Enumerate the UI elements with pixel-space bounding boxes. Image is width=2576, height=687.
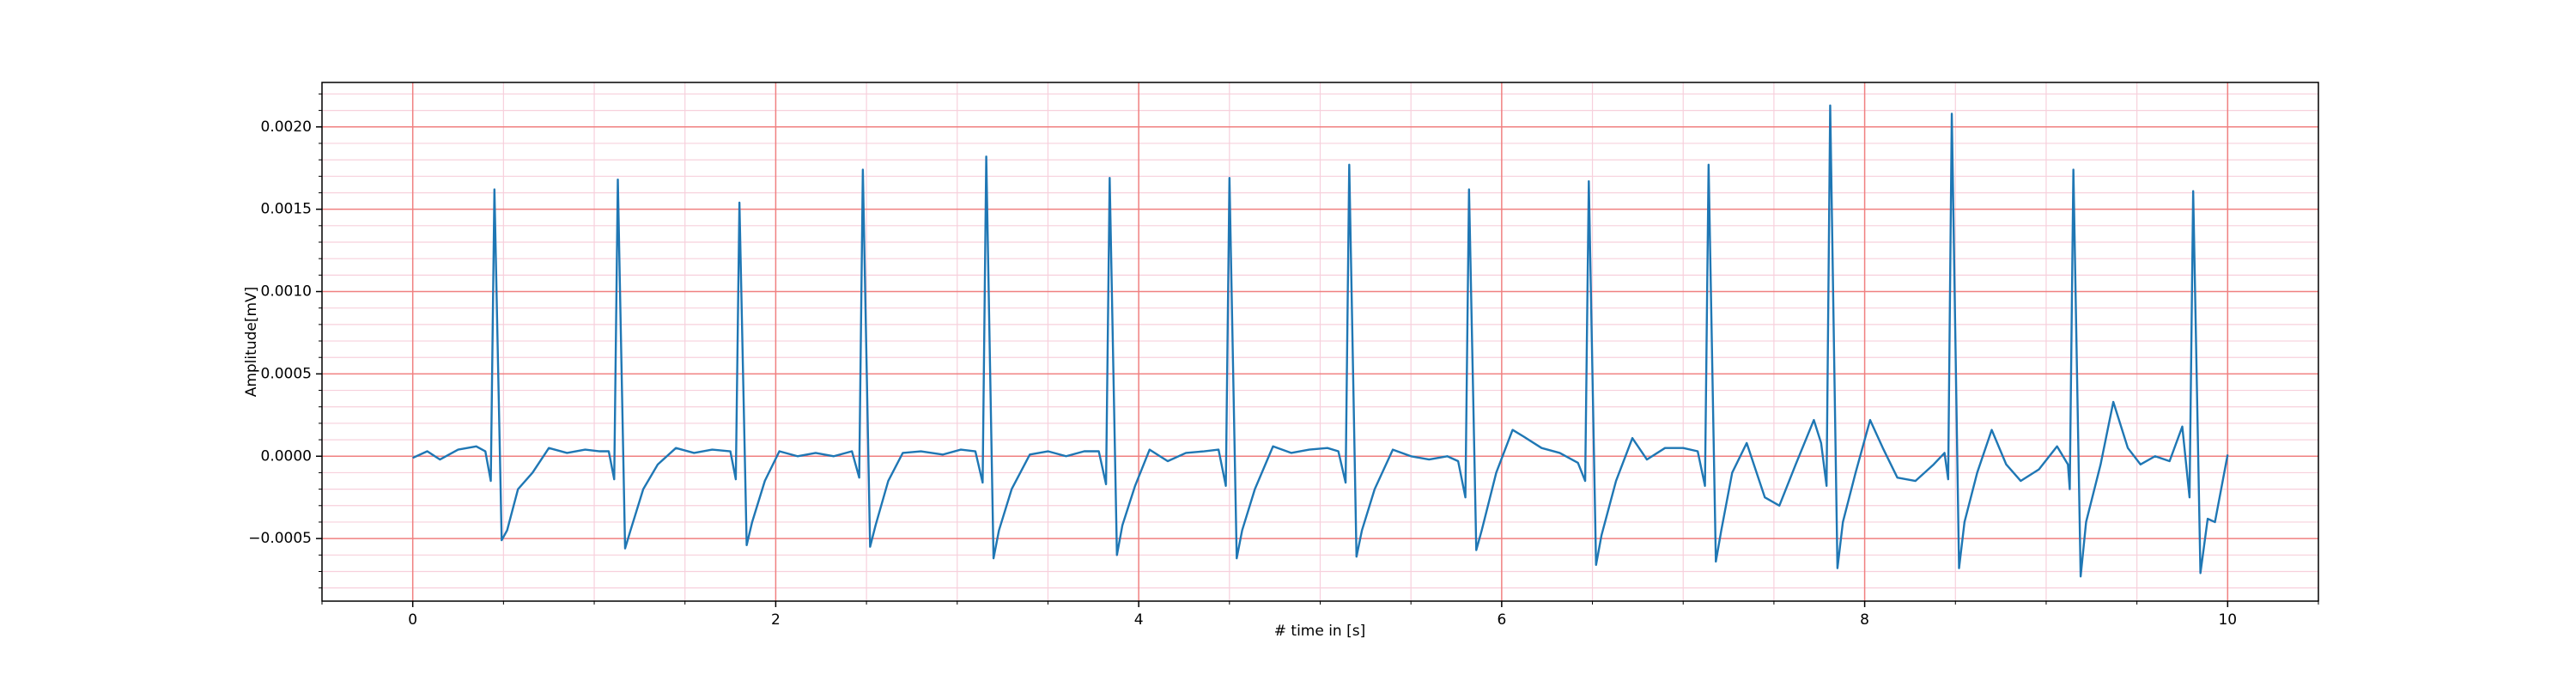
y-tick-label: 0.0000: [261, 447, 312, 465]
x-axis-label: # time in [s]: [1274, 623, 1365, 640]
y-tick-label: 0.0015: [261, 201, 312, 218]
plot-frame: [321, 82, 2319, 602]
y-tick-label: −0.0005: [248, 530, 312, 547]
signal-line: [412, 104, 2229, 578]
y-tick-label: 0.0010: [261, 283, 312, 301]
x-tick-label: 2: [771, 611, 781, 629]
y-tick-label: 0.0005: [261, 365, 312, 382]
x-tick-label: 0: [408, 611, 417, 629]
x-tick-label: 8: [1860, 611, 1869, 629]
x-tick-label: 6: [1497, 611, 1506, 629]
x-tick-label: 4: [1134, 611, 1144, 629]
y-tick-label: 0.0020: [261, 119, 312, 136]
x-tick-label: 10: [2218, 611, 2237, 629]
y-axis-label: Amplitude[mV]: [243, 287, 260, 398]
